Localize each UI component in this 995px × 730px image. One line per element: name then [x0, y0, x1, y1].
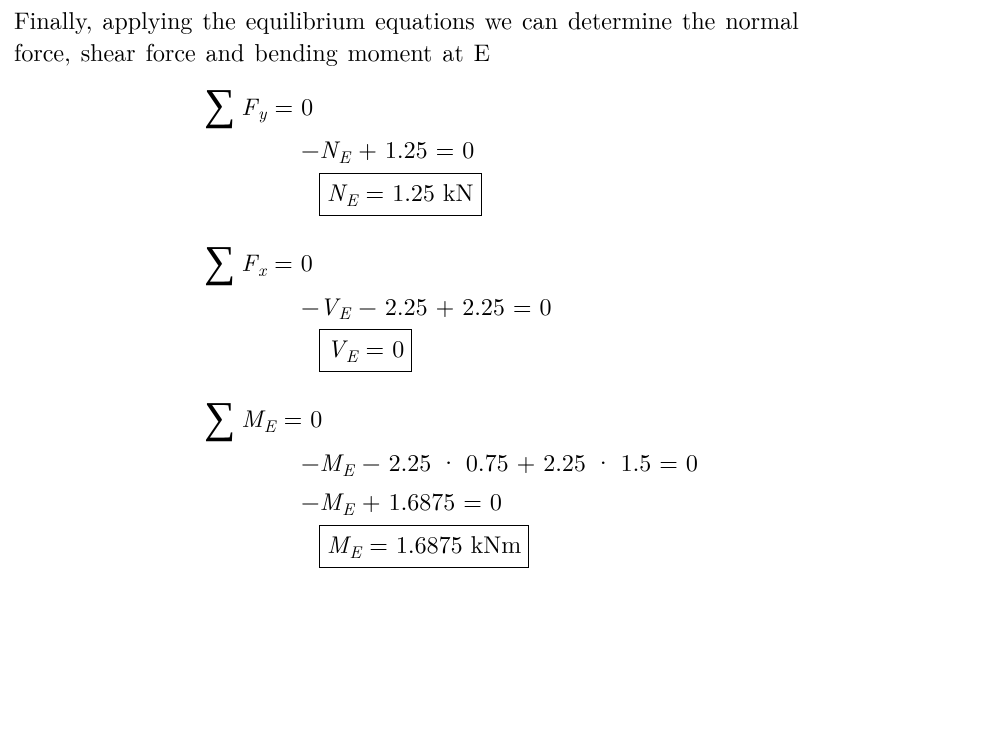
- fx-result-box: VE = 0: [319, 329, 412, 372]
- fx-minus: −: [301, 288, 320, 322]
- me-M-sub: E: [342, 458, 354, 482]
- fx-line2-rest: − 2.25 + 2.25 = 0: [350, 288, 551, 322]
- sum-icon: ∑: [204, 240, 235, 284]
- fy-N: N: [320, 131, 338, 165]
- fx-subscript: x: [258, 258, 266, 282]
- fx-box-sub: E: [346, 344, 358, 368]
- me-M3: M: [320, 483, 342, 517]
- me-subscript: E: [264, 414, 276, 438]
- equation-block-me: ∑ ME = 0 −ME − 2.25 · 0.75 + 2.25 · 1.5 …: [204, 398, 981, 568]
- me-box-sub: E: [350, 540, 362, 564]
- equation-block-fx: ∑ Fx = 0 −VE − 2.25 + 2.25 = 0 VE = 0: [204, 242, 981, 372]
- me-result-box: ME = 1.6875 kNm: [319, 525, 529, 568]
- fx-box-V: V: [327, 330, 345, 364]
- me-symbol: M: [241, 400, 263, 434]
- intro-paragraph: Finally, applying the equilibrium equati…: [14, 4, 981, 67]
- fy-symbol: F: [241, 88, 257, 122]
- me-box-rest: = 1.6875 kNm: [361, 526, 521, 560]
- fx-sum-row: ∑ Fx = 0: [204, 242, 981, 286]
- fx-line-2: −VE − 2.25 + 2.25 = 0: [301, 290, 981, 326]
- fx-result-row: VE = 0: [319, 329, 981, 372]
- fy-result-row: NE = 1.25 kN: [319, 173, 981, 216]
- fy-N-sub: E: [339, 145, 351, 169]
- fy-sum-row: ∑ Fy = 0: [204, 85, 981, 129]
- fy-result-box: NE = 1.25 kN: [319, 173, 482, 216]
- fy-equals-zero: = 0: [266, 88, 313, 122]
- fx-equals-zero: = 0: [266, 244, 313, 278]
- fx-V-sub: E: [339, 301, 351, 325]
- fy-minus: −: [301, 131, 320, 165]
- me-box-M: M: [327, 526, 349, 560]
- fx-V: V: [320, 288, 338, 322]
- me-equals-zero: = 0: [276, 400, 323, 434]
- fy-line2-rest: + 1.25 = 0: [350, 131, 474, 165]
- me-M: M: [320, 444, 342, 478]
- me-line2-rest: − 2.25 · 0.75 + 2.25 · 1.5 = 0: [354, 444, 698, 478]
- sum-icon: ∑: [204, 396, 235, 440]
- me-line3-rest: + 1.6875 = 0: [354, 483, 502, 517]
- me-result-row: ME = 1.6875 kNm: [319, 525, 981, 568]
- intro-line-2: force, shear force and bending moment at…: [14, 34, 490, 68]
- intro-line-1: Finally, applying the equilibrium equati…: [14, 2, 799, 36]
- sum-icon: ∑: [204, 83, 235, 127]
- fx-symbol: F: [241, 244, 257, 278]
- me-sum-row: ∑ ME = 0: [204, 398, 981, 442]
- me-line-2: −ME − 2.25 · 0.75 + 2.25 · 1.5 = 0: [301, 446, 981, 482]
- equation-block-fy: ∑ Fy = 0 −NE + 1.25 = 0 NE = 1.25 kN: [204, 85, 981, 215]
- fy-box-rest: = 1.25 kN: [358, 174, 474, 208]
- fy-box-sub: E: [346, 188, 358, 212]
- me-minus-3: −: [301, 483, 320, 517]
- fy-line-2: −NE + 1.25 = 0: [301, 133, 981, 169]
- fx-box-rest: = 0: [358, 330, 405, 364]
- page: Finally, applying the equilibrium equati…: [0, 0, 995, 730]
- me-minus: −: [301, 444, 320, 478]
- fy-box-N: N: [327, 174, 345, 208]
- me-M3-sub: E: [342, 497, 354, 521]
- me-line-3: −ME + 1.6875 = 0: [301, 485, 981, 521]
